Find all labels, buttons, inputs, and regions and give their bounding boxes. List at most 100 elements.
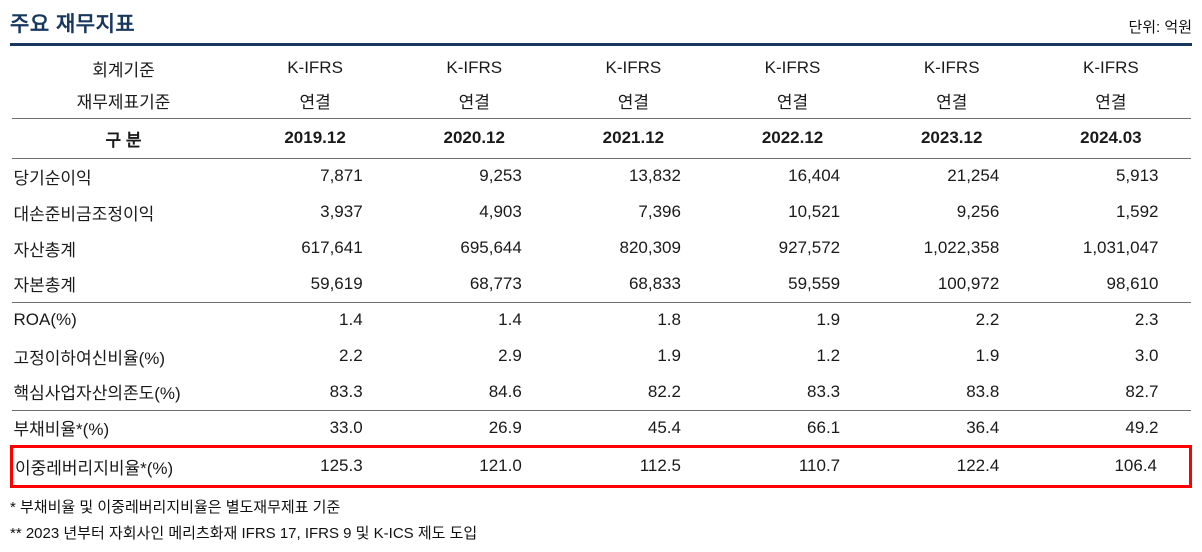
value-cell: 36.4: [872, 410, 1032, 447]
value-cell: 1,031,047: [1082, 238, 1159, 257]
value-cell: 3,937: [320, 202, 363, 221]
footnote-2: ** 2023 년부터 자회사인 메리츠화재 IFRS 17, IFRS 9 및…: [10, 524, 478, 542]
value-cell: 1,592: [1115, 202, 1159, 221]
period-header-row: 구 분 2019.12 2020.12 2021.12 2022.12 2023…: [11, 118, 1191, 159]
period-cell: 2019.12: [235, 118, 395, 159]
accounting-standard-cell: K-IFRS: [764, 58, 821, 77]
statement-basis-cell: 연결: [1031, 84, 1191, 119]
table-row-total-assets: 자산총계 617,641 695,644 820,309 927,572 1,0…: [12, 230, 1191, 266]
value-cell: 16,404: [788, 166, 841, 186]
statement-basis-cell: 연결: [712, 84, 873, 119]
value-cell: 83.8: [872, 374, 1032, 411]
value-cell: 1,022,358: [923, 238, 1000, 257]
value-cell: 2.3: [1134, 310, 1159, 330]
value-cell: 21,254: [947, 166, 1000, 186]
table-row-loan-loss-adjusted-income: 대손준비금조정이익 3,937 4,903 7,396 10,521 9,256…: [12, 194, 1191, 230]
value-cell: 66.1: [712, 410, 873, 447]
value-cell: 2.2: [975, 310, 1000, 330]
value-cell: 1.8: [657, 310, 681, 330]
value-cell: 927,572: [778, 238, 841, 257]
value-cell: 695,644: [460, 238, 522, 257]
value-cell: 122.4: [872, 444, 1032, 488]
value-cell: 13,832: [628, 166, 681, 186]
value-cell: 100,972: [872, 266, 1032, 303]
value-cell: 9,253: [479, 166, 522, 186]
value-cell: 68,833: [553, 266, 713, 303]
statement-basis-cell: 연결: [872, 84, 1032, 119]
value-cell: 49.2: [1031, 410, 1191, 447]
row-label: 대손준비금조정이익: [13, 204, 155, 224]
value-cell: 33.0: [235, 410, 395, 447]
statement-basis-row: 재무제표기준 연결 연결 연결 연결 연결 연결: [11, 84, 1191, 119]
value-cell: 106.4: [1031, 444, 1193, 488]
key-financial-indicators-table: 회계기준 K-IFRS K-IFRS K-IFRS K-IFRS K-IFRS …: [10, 46, 1193, 488]
value-cell: 68,773: [394, 266, 554, 303]
row-label: ROA(%): [13, 310, 77, 330]
title-bar: 주요 재무지표 단위: 억원: [10, 8, 1192, 46]
value-cell: 10,521: [788, 202, 841, 221]
footnotes: * 부채비율 및 이중레버리지비율은 별도재무제표 기준 ** 2023 년부터…: [10, 495, 1192, 547]
value-cell: 45.4: [553, 410, 713, 447]
value-cell: 26.9: [394, 410, 554, 447]
accounting-standard-row: 회계기준 K-IFRS K-IFRS K-IFRS K-IFRS K-IFRS …: [12, 46, 1191, 84]
footnote-1: * 부채비율 및 이중레버리지비율은 별도재무제표 기준: [10, 498, 341, 516]
statement-basis-cell: 연결: [235, 84, 395, 119]
accounting-standard-cell: K-IFRS: [287, 58, 343, 77]
value-cell: 9,256: [956, 202, 1000, 221]
statement-basis-cell: 연결: [553, 84, 713, 119]
value-cell: 59,559: [712, 266, 873, 303]
row-label: 이중레버리지비율*(%): [10, 444, 236, 488]
accounting-standard-cell: K-IFRS: [923, 58, 980, 77]
row-label: 자본총계: [11, 266, 236, 303]
value-cell: 1.2: [816, 346, 841, 365]
accounting-standard-cell: K-IFRS: [605, 58, 662, 77]
value-cell: 83.3: [235, 374, 395, 411]
value-cell: 83.3: [712, 374, 873, 411]
table-row-double-leverage-ratio-highlighted: 이중레버리지비율*(%) 125.3 121.0 112.5 110.7 122…: [10, 444, 1193, 488]
row-label: 당기순이익: [13, 168, 92, 188]
value-cell: 82.7: [1031, 374, 1191, 411]
period-cell: 2021.12: [553, 118, 713, 159]
table-row-net-income: 당기순이익 7,871 9,253 13,832 16,404 21,254 5…: [12, 158, 1191, 194]
value-cell: 125.3: [235, 444, 395, 488]
accounting-standard-cell: K-IFRS: [1083, 58, 1139, 77]
statement-basis-label: 재무제표기준: [11, 84, 236, 119]
accounting-standard-label: 회계기준: [92, 60, 155, 80]
value-cell: 5,913: [1115, 166, 1159, 186]
value-cell: 112.5: [553, 444, 713, 488]
value-cell: 7,871: [320, 166, 363, 186]
value-cell: 820,309: [619, 238, 681, 257]
row-label: 부채비율*(%): [11, 410, 236, 447]
value-cell: 1.4: [339, 310, 363, 330]
row-label: 고정이하여신비율(%): [13, 348, 166, 368]
table-row-npl-ratio: 고정이하여신비율(%) 2.2 2.9 1.9 1.2 1.9 3.0: [12, 338, 1191, 374]
period-cell: 2023.12: [872, 118, 1032, 159]
value-cell: 59,619: [235, 266, 395, 303]
unit-label: 단위: 억원: [1128, 19, 1192, 36]
value-cell: 1.9: [816, 310, 841, 330]
value-cell: 110.7: [712, 444, 873, 488]
statement-basis-cell: 연결: [394, 84, 554, 119]
value-cell: 82.2: [553, 374, 713, 411]
row-label: 자산총계: [13, 240, 77, 260]
table-row-debt-ratio: 부채비율*(%) 33.0 26.9 45.4 66.1 36.4 49.2: [11, 410, 1191, 447]
period-cell: 2024.03: [1031, 118, 1191, 159]
row-label: 핵심사업자산의존도(%): [11, 374, 236, 411]
value-cell: 2.2: [339, 346, 363, 365]
period-cell: 2022.12: [712, 118, 873, 159]
value-cell: 1.9: [975, 346, 1000, 365]
category-label: 구 분: [11, 118, 236, 159]
table-row-core-asset-dependence: 핵심사업자산의존도(%) 83.3 84.6 82.2 83.3 83.8 82…: [11, 374, 1191, 411]
value-cell: 4,903: [479, 202, 522, 221]
value-cell: 3.0: [1134, 346, 1159, 365]
value-cell: 1.4: [498, 310, 522, 330]
period-cell: 2020.12: [394, 118, 554, 159]
page-title: 주요 재무지표: [10, 13, 136, 36]
value-cell: 98,610: [1031, 266, 1191, 303]
value-cell: 121.0: [394, 444, 554, 488]
table-row-roa: ROA(%) 1.4 1.4 1.8 1.9 2.2 2.3: [12, 302, 1191, 338]
table-row-total-equity: 자본총계 59,619 68,773 68,833 59,559 100,972…: [11, 266, 1191, 303]
value-cell: 617,641: [301, 238, 363, 257]
accounting-standard-cell: K-IFRS: [446, 58, 503, 77]
